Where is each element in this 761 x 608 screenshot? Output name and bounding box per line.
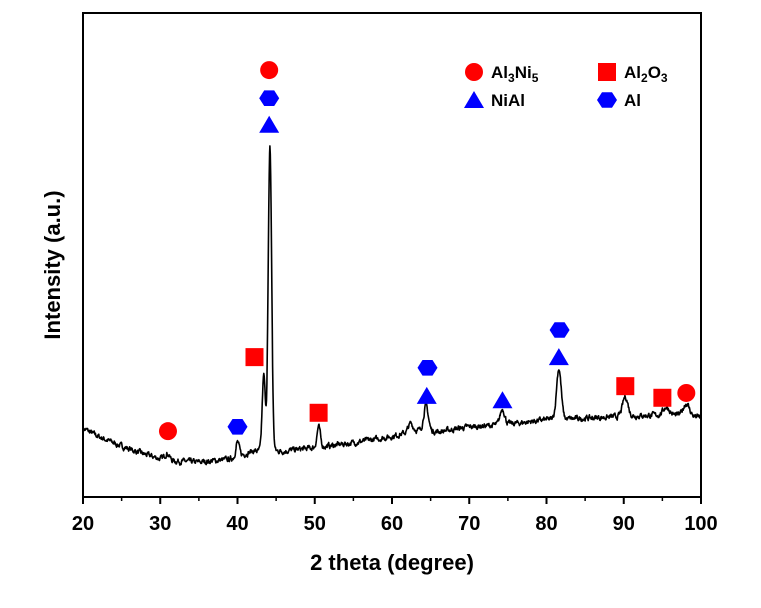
triangle-peak-marker-icon (259, 115, 280, 133)
x-tick-label: 70 (458, 513, 480, 535)
x-tick-label: 50 (304, 513, 326, 535)
hexagon-legend-icon (597, 92, 617, 108)
triangle-peak-marker-icon (548, 348, 569, 366)
triangle-peak-marker-icon (416, 386, 437, 404)
legend-item: Al (597, 91, 641, 110)
legend-item: Al2O3 (598, 63, 668, 85)
legend-item: NiAl (464, 91, 525, 110)
square-peak-marker-icon (653, 388, 672, 407)
hexagon-peak-marker-icon (259, 90, 280, 106)
legend-item: Al3Ni5 (465, 63, 539, 85)
x-tick-label: 90 (613, 513, 635, 535)
x-axis-label: 2 theta (degree) (310, 550, 474, 575)
x-tick-label: 40 (226, 513, 248, 535)
xrd-curve (82, 145, 702, 466)
legend-label: NiAl (491, 91, 525, 110)
square-peak-marker-icon (309, 403, 328, 422)
x-tick-label: 100 (684, 513, 717, 535)
hexagon-peak-marker-icon (549, 322, 570, 338)
x-tick-label: 80 (535, 513, 557, 535)
plot-frame (82, 12, 702, 498)
legend-label: Al3Ni5 (491, 63, 539, 85)
circle-peak-marker-icon (158, 422, 177, 441)
hexagon-peak-marker-icon (417, 360, 438, 376)
x-tick-label: 20 (72, 513, 94, 535)
hexagon-peak-marker-icon (227, 419, 248, 435)
circle-peak-marker-icon (260, 61, 279, 80)
y-axis-label: Intensity (a.u.) (40, 190, 65, 339)
legend-label: Al2O3 (624, 63, 668, 85)
square-legend-icon (598, 63, 616, 81)
legend: Al3Ni5 Al2O3 NiAl Al (464, 63, 668, 110)
square-peak-marker-icon (616, 377, 635, 396)
square-peak-marker-icon (245, 348, 264, 367)
triangle-peak-marker-icon (492, 391, 513, 409)
triangle-legend-icon (464, 91, 484, 108)
circle-legend-icon (465, 63, 483, 81)
x-tick-label: 60 (381, 513, 403, 535)
x-tick-label: 30 (149, 513, 171, 535)
circle-peak-marker-icon (677, 383, 696, 402)
legend-label: Al (624, 91, 641, 110)
